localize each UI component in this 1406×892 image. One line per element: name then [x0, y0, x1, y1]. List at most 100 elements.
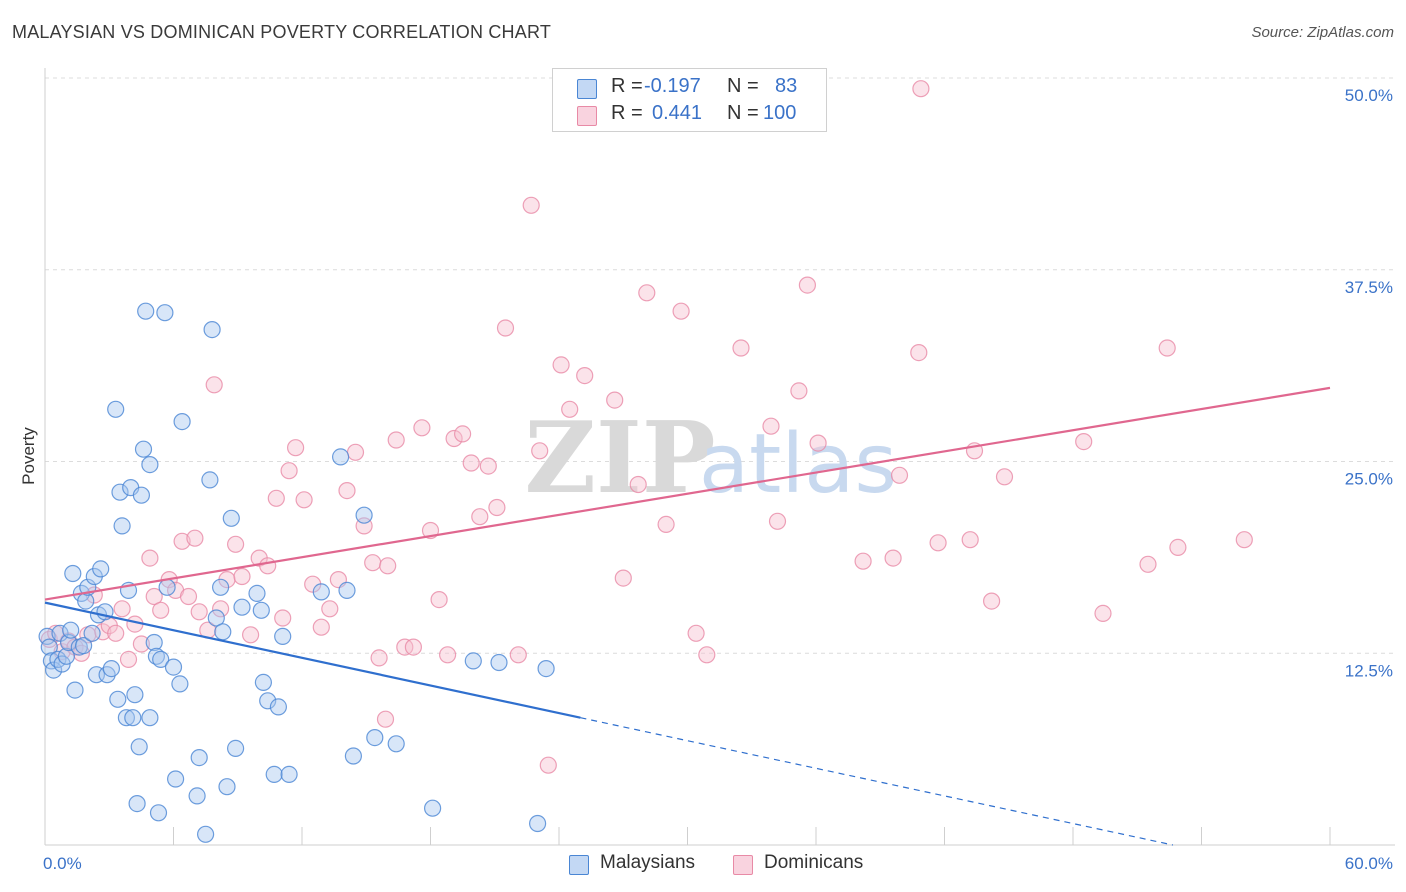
malaysians-trend-extension	[580, 717, 1174, 846]
dominican-point	[227, 535, 245, 553]
malaysian-point	[259, 692, 277, 710]
dominican-point	[274, 609, 292, 627]
malaysian-point	[344, 747, 362, 765]
dominican-point	[1139, 555, 1157, 573]
dominican-point	[267, 489, 285, 507]
malaysian-point	[57, 647, 76, 665]
malaysian-point	[141, 709, 159, 727]
dominican-point	[790, 382, 808, 400]
legend-r-label: R =	[611, 75, 643, 97]
x-tick-label: 0.0%	[43, 854, 82, 873]
dominican-point	[1075, 433, 1093, 451]
dominican-point	[509, 646, 527, 664]
dominican-point	[614, 569, 632, 587]
malaysian-point	[109, 690, 127, 708]
dominican-point	[762, 417, 780, 435]
dominican-point	[152, 601, 170, 619]
dominican-point	[287, 439, 305, 457]
malaysian-point	[312, 583, 330, 601]
bottom-legend-label: Malaysians	[600, 852, 696, 873]
dominican-point	[657, 515, 675, 534]
legend-swatch-pink	[577, 106, 597, 126]
dominican-point	[961, 531, 979, 549]
dominican-point	[471, 508, 489, 526]
malaysian-point	[537, 659, 555, 678]
malaysian-point	[197, 825, 215, 843]
malaysian-point	[366, 728, 384, 747]
legend-n-value: 100	[763, 102, 797, 124]
malaysian-point	[126, 686, 144, 704]
correlation-legend: R = -0.197 N = 83 R = 0.441 N = 100	[552, 68, 827, 132]
malaysian-point	[387, 735, 405, 753]
dominican-point	[445, 429, 463, 448]
malaysian-point	[113, 517, 131, 535]
axes	[44, 68, 1395, 846]
malaysian-point	[248, 584, 266, 603]
dominican-point	[379, 557, 397, 575]
dominican-point	[890, 466, 909, 484]
dominican-point	[606, 391, 624, 409]
dominican-point	[295, 491, 313, 509]
dominicans-trend-line	[44, 386, 1331, 601]
dominican-point	[522, 196, 540, 214]
bottom-legend-label: Dominicans	[764, 852, 864, 873]
legend-row-dominicans: R = 0.441 N = 100	[553, 102, 826, 128]
dominican-point	[995, 468, 1014, 486]
malaysian-point	[128, 794, 146, 813]
malaysian-point	[269, 698, 287, 716]
malaysian-point	[111, 483, 129, 501]
dominican-point	[94, 623, 112, 641]
malaysian-point	[222, 509, 240, 527]
malaysian-point	[137, 302, 155, 320]
dominicans-points	[40, 80, 1253, 774]
malaysian-point	[156, 304, 174, 322]
malaysian-point	[117, 709, 136, 727]
dominican-point	[338, 482, 356, 500]
legend-row-malaysians: R = -0.197 N = 83	[553, 75, 826, 101]
dominican-point	[113, 600, 131, 618]
chart-title: MALAYSIAN VS DOMINICAN POVERTY CORRELATI…	[12, 22, 552, 42]
bottom-swatch-pink	[733, 855, 753, 875]
dominican-point	[259, 557, 277, 575]
malaysian-point	[74, 636, 93, 655]
legend-swatch-blue	[577, 79, 597, 99]
legend-n-value: 83	[775, 75, 798, 97]
dominican-point	[413, 419, 431, 437]
malaysian-point	[83, 624, 101, 642]
dominican-point	[687, 624, 705, 642]
malaysian-point	[218, 778, 236, 796]
dominican-point	[205, 376, 223, 394]
malaysian-point	[355, 506, 373, 524]
malaysian-point	[265, 765, 283, 784]
dominican-point	[929, 534, 947, 552]
malaysian-point	[62, 621, 80, 639]
malaysian-point	[102, 659, 121, 678]
malaysian-point	[164, 658, 183, 676]
malaysian-point	[134, 440, 153, 458]
malaysian-point	[490, 653, 508, 672]
x-tick-labels: 0.0% 60.0%	[43, 854, 1393, 873]
malaysian-point	[167, 770, 185, 788]
dominican-point	[132, 635, 150, 653]
dominican-point	[321, 600, 339, 618]
malaysian-point	[212, 578, 230, 596]
dominican-point	[539, 756, 557, 774]
source-label: Source: ZipAtlas.com	[1251, 24, 1394, 41]
y-tick-label: 50.0%	[1345, 86, 1393, 105]
malaysian-point	[254, 673, 272, 692]
dominican-point	[364, 554, 382, 572]
dominican-point	[173, 532, 191, 550]
malaysian-point	[528, 814, 547, 833]
dominican-point	[768, 512, 787, 530]
malaysian-point	[158, 578, 176, 596]
y-tick-label: 12.5%	[1345, 661, 1393, 680]
dominican-point	[430, 590, 448, 609]
dominican-point	[531, 442, 549, 460]
malaysian-point	[338, 581, 356, 600]
dominican-point	[672, 302, 690, 320]
malaysian-point	[274, 627, 292, 646]
malaysian-point	[51, 624, 69, 642]
y-tick-label: 25.0%	[1345, 470, 1393, 489]
y-tick-label: 37.5%	[1345, 278, 1393, 297]
malaysian-point	[92, 560, 110, 578]
